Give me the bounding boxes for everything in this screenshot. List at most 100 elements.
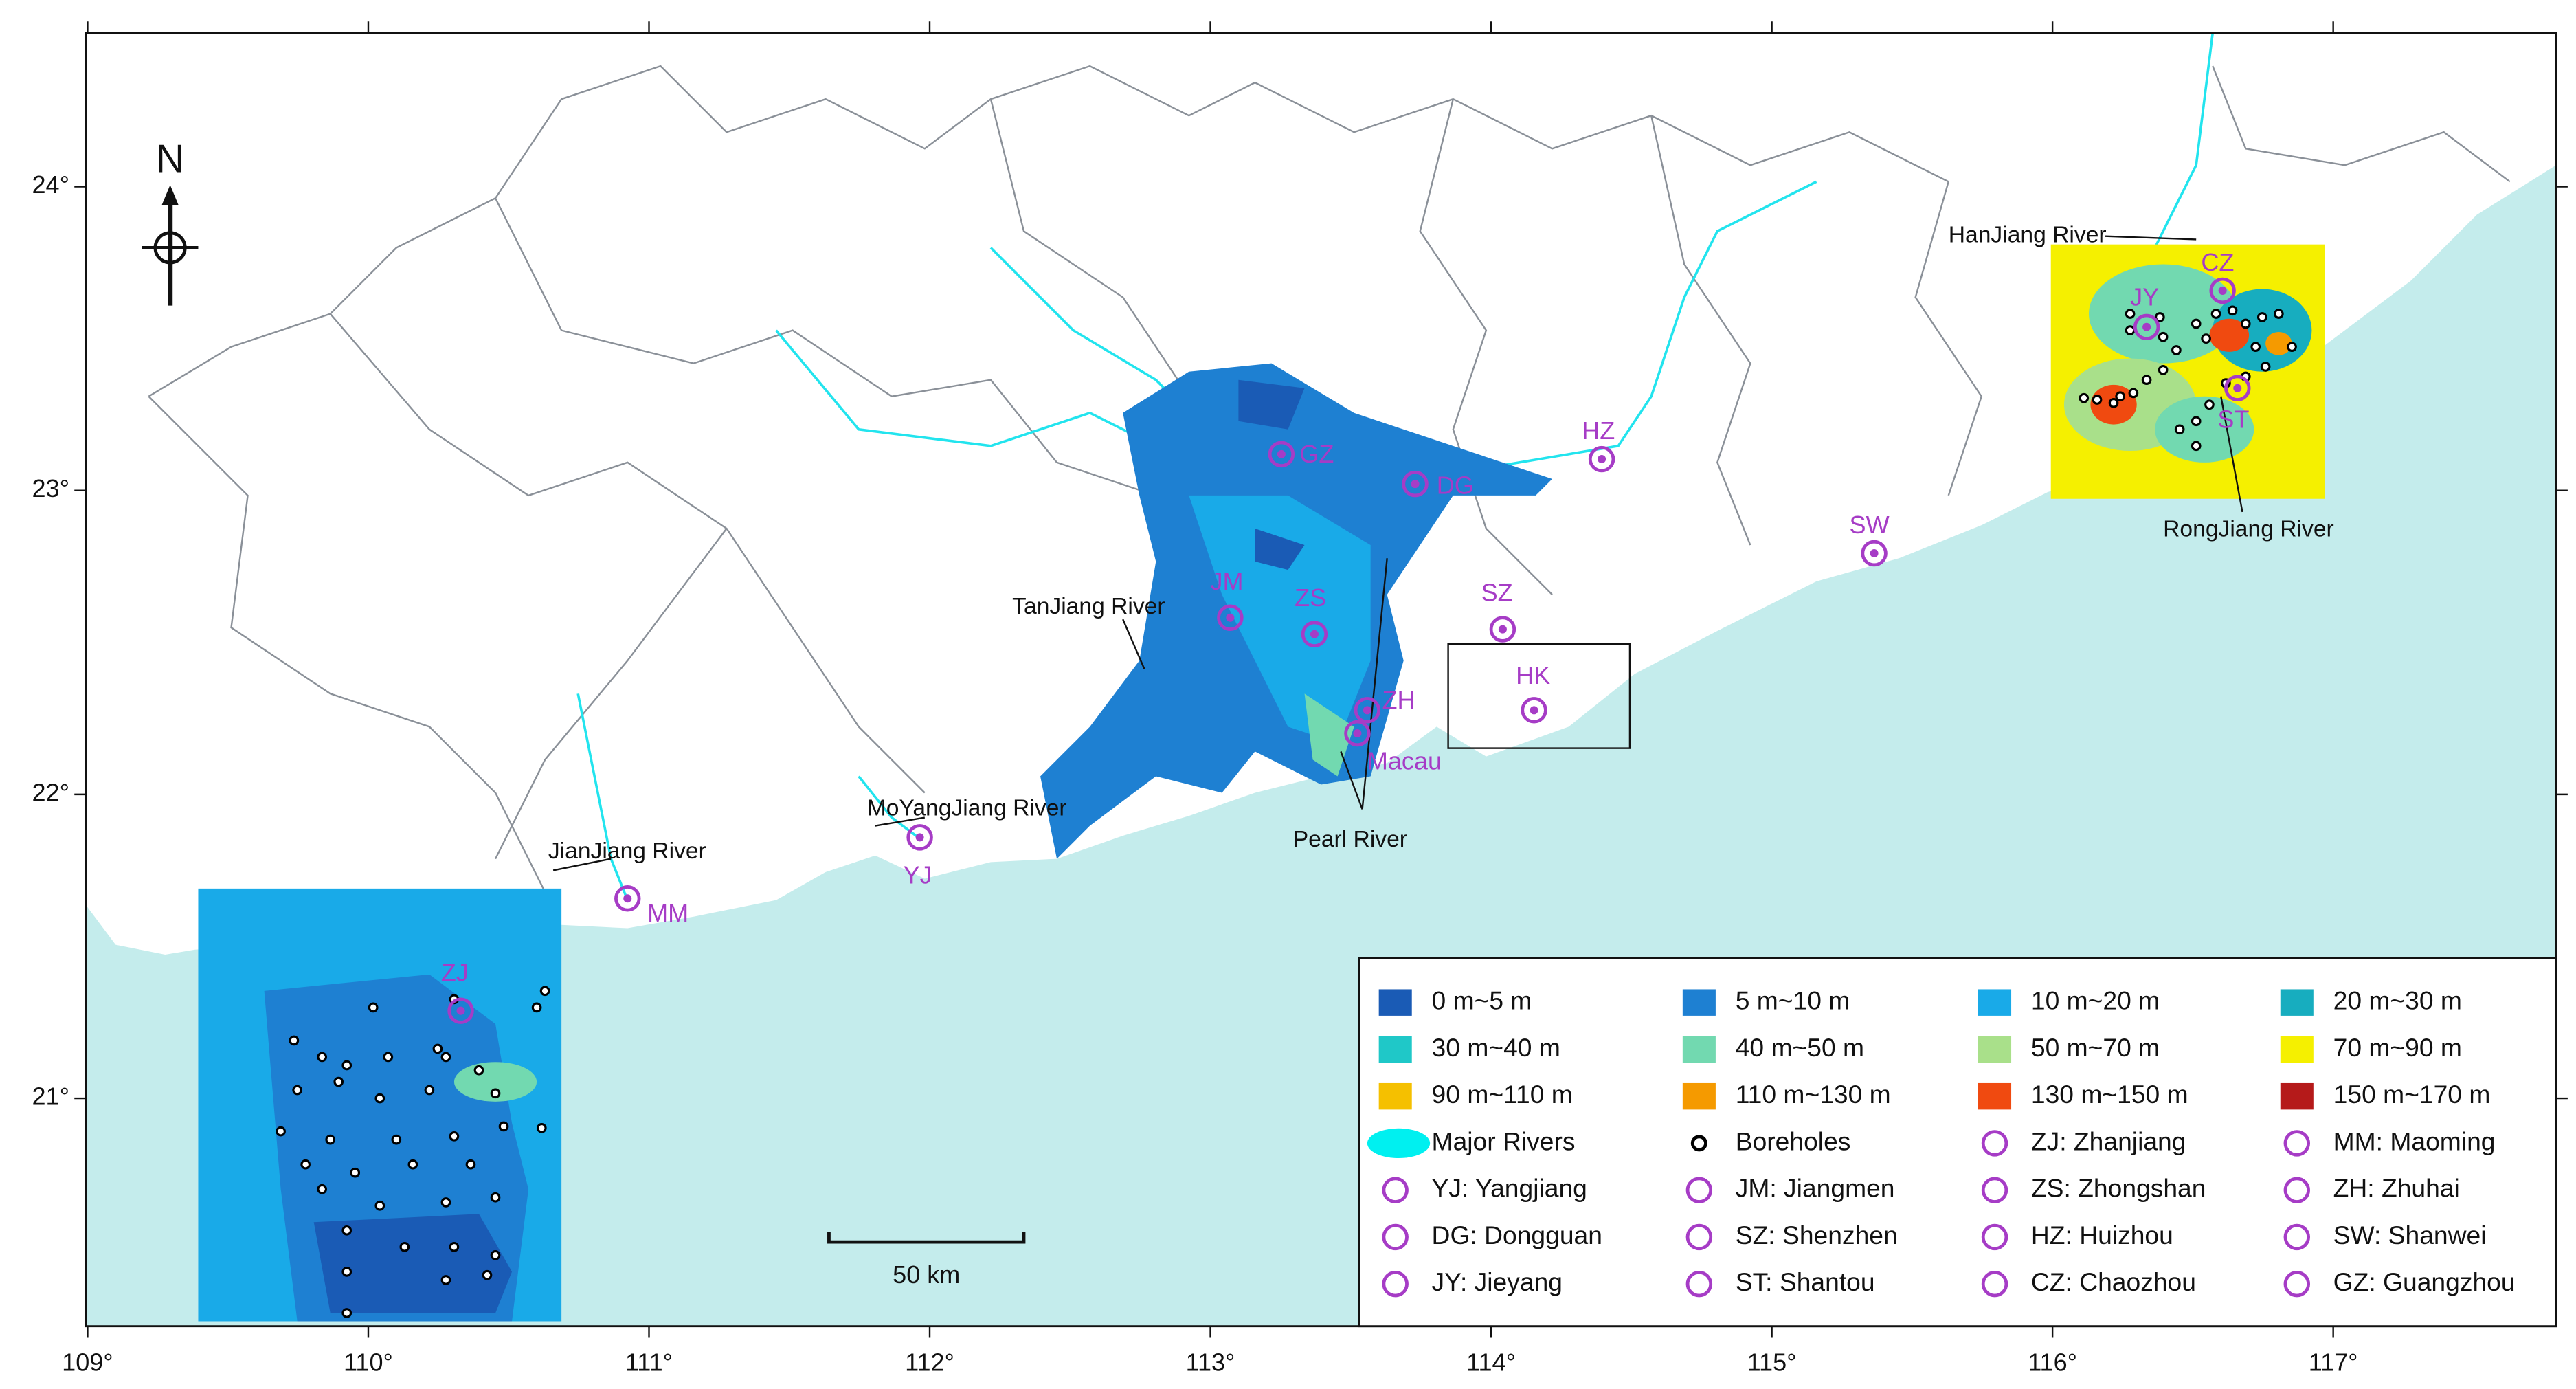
borehole: [2227, 305, 2238, 316]
borehole: [2201, 333, 2211, 344]
city-label: ST: [2217, 405, 2249, 433]
borehole: [317, 1052, 328, 1063]
legend-label: 20 m~30 m: [2333, 986, 2462, 1015]
borehole: [498, 1121, 509, 1132]
legend-label: 5 m~10 m: [1736, 986, 1850, 1015]
river-label: TanJiang River: [1012, 594, 1165, 619]
borehole: [368, 1002, 379, 1013]
borehole: [300, 1159, 311, 1170]
x-tick-label: 117°: [2309, 1348, 2358, 1376]
legend-swatch: [2283, 1270, 2311, 1298]
depth-area: [1238, 379, 1305, 570]
leader: [1361, 558, 1388, 810]
city-dot: [1310, 630, 1319, 638]
borehole: [2256, 312, 2267, 322]
borehole: [449, 1131, 460, 1142]
borehole: [2171, 345, 2182, 355]
city-label: MM: [647, 899, 688, 927]
legend-swatch: [1378, 1036, 1412, 1063]
legend-swatch: [1382, 1177, 1409, 1203]
river-label: RongJiang River: [2163, 516, 2334, 542]
leader: [552, 858, 612, 871]
borehole: [341, 1308, 352, 1318]
boundary: [2212, 65, 2511, 183]
borehole: [341, 1267, 352, 1277]
city-ring: [1402, 470, 1429, 498]
borehole: [2125, 325, 2136, 335]
depth-area: [1189, 495, 1371, 744]
boundary: [1650, 115, 1751, 546]
borehole: [2191, 318, 2202, 329]
borehole: [449, 1242, 460, 1252]
legend-swatch: [1981, 1130, 2008, 1157]
boundary: [494, 528, 728, 860]
city-ring: [1354, 697, 1381, 724]
legend-swatch: [1981, 1177, 2008, 1203]
borehole: [325, 1134, 336, 1145]
borehole: [2260, 362, 2271, 372]
y-tick-label: 24°: [32, 170, 69, 199]
city-dot: [1277, 449, 1286, 458]
borehole: [490, 1192, 501, 1203]
boundaries: [148, 65, 2511, 893]
city-ring: [2133, 313, 2160, 341]
city-ring: [2224, 375, 2251, 401]
borehole: [2092, 395, 2103, 405]
borehole: [440, 1197, 451, 1208]
y-tick-label: 23°: [32, 474, 69, 502]
legend-label: MM: Maoming: [2333, 1126, 2496, 1155]
borehole: [374, 1200, 385, 1211]
borehole: [2115, 391, 2125, 402]
x-tick-label: 111°: [625, 1348, 673, 1376]
legend-swatch: [1367, 1128, 1431, 1159]
legend-label: JM: Jiangmen: [1736, 1174, 1895, 1203]
river-label: Pearl River: [1293, 827, 1407, 852]
legend-swatch: [2283, 1223, 2311, 1251]
city-ring: [1217, 604, 1244, 631]
axes: 109° 110° 111° 112° 113° 114° 115° 116° 117° 21° 2…: [32, 21, 2568, 1376]
borehole: [473, 1065, 484, 1076]
legend-label: DG: Dongguan: [1432, 1221, 1602, 1249]
legend-label: CZ: Chaozhou: [2031, 1267, 2196, 1296]
legend-label: 70 m~90 m: [2333, 1033, 2462, 1062]
borehole: [490, 1250, 501, 1260]
legend-box: [1358, 957, 2557, 1328]
city-ring: [1521, 697, 1547, 724]
city-label: ZJ: [441, 958, 469, 986]
city-label: Macau: [1367, 747, 1442, 775]
city-label: SZ: [1481, 579, 1513, 607]
scale-bar: 50 km: [827, 1232, 1026, 1289]
city-dot: [915, 833, 924, 842]
legend-swatch: [1378, 1082, 1412, 1110]
leader: [2105, 235, 2197, 241]
leader: [2220, 396, 2243, 513]
legend-swatch: [2283, 1130, 2311, 1157]
scale-line: [827, 1232, 1026, 1244]
legend-label: HZ: Huizhou: [2031, 1221, 2173, 1249]
legend-swatch: [1685, 1223, 1713, 1251]
city-dot: [1870, 549, 1879, 558]
borehole: [2191, 416, 2202, 427]
city-ring: [1588, 445, 1615, 473]
city-dot: [2233, 384, 2242, 392]
borehole: [539, 986, 550, 997]
legend-label: JY: Jieyang: [1432, 1267, 1563, 1296]
depth-area: [313, 1214, 513, 1313]
city-dot: [1363, 706, 1371, 715]
x-tick-label: 110°: [344, 1348, 393, 1376]
city-label: HZ: [1582, 416, 1615, 445]
borehole: [2155, 312, 2165, 322]
city-dot: [1598, 455, 1606, 464]
north-label: N: [156, 137, 185, 181]
city-dot: [2218, 286, 2227, 295]
river-label: JianJiang River: [548, 838, 706, 864]
legend-swatch: [1981, 1223, 2008, 1251]
borehole: [391, 1134, 402, 1145]
borehole: [424, 1085, 435, 1096]
city-dot: [2142, 322, 2151, 331]
city-dot: [1226, 613, 1235, 622]
borehole: [374, 1093, 385, 1104]
borehole: [432, 1043, 443, 1054]
legend-swatch: [1690, 1135, 1707, 1152]
